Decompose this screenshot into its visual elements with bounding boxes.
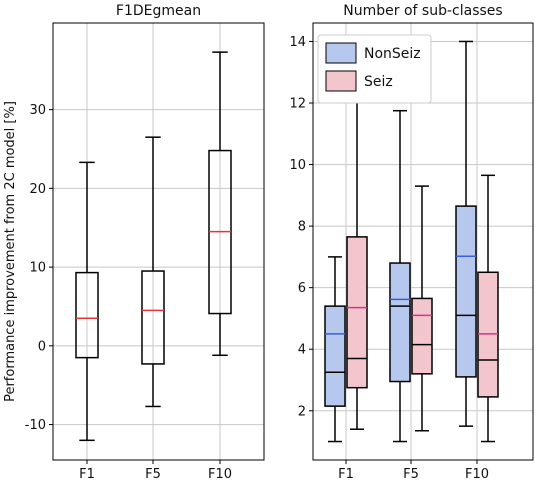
y-tick-label: 2 [298,404,306,419]
legend-swatch [325,42,357,64]
chart-title: F1DEgmean [116,3,201,19]
legend-swatch [325,70,357,92]
chart-title: Number of sub-classes [343,3,502,19]
x-tick-label: F1 [338,467,354,480]
x-tick-label: F10 [208,467,232,480]
y-tick-label: 10 [29,261,46,276]
box-iqr [455,205,477,378]
panel-number-of-subclasses: 2 4 6 8 10 12 14 F1 F5 F10 Number of sub-classes No… [289,3,534,480]
y-tick-label: 4 [298,343,306,358]
x-tick-label: F5 [145,467,161,480]
x-tick-label: F10 [465,467,489,480]
box-iqr [75,271,99,359]
y-tick-label: 20 [29,182,46,197]
axes-frame [52,22,265,461]
y-tick-label: 0 [38,339,46,354]
box-iqr [411,297,433,375]
y-tick-label: -10 [25,418,46,433]
box-iqr [389,262,411,383]
panel-f1degmean: -10 0 10 20 30 F1 F5 F10 F1DEgmean Performance im… [3,3,265,480]
y-tick-label: 8 [298,220,306,235]
y-tick-label: 12 [289,97,306,112]
axes-frame [312,22,534,461]
box-iqr [141,270,165,365]
x-tick-label: F5 [403,467,419,480]
y-tick-label: 10 [289,158,306,173]
y-axis-label: Performance improvement from 2C model [%… [3,101,18,402]
box-iqr [477,271,499,398]
box-iqr [346,236,368,389]
legend-label: Seiz [364,74,393,90]
x-tick-label: F1 [79,467,95,480]
legend-label: NonSeiz [364,46,421,62]
box-iqr [324,305,346,407]
y-tick-label: 30 [29,103,46,118]
y-tick-label: 14 [289,35,306,50]
y-tick-label: 6 [298,281,306,296]
